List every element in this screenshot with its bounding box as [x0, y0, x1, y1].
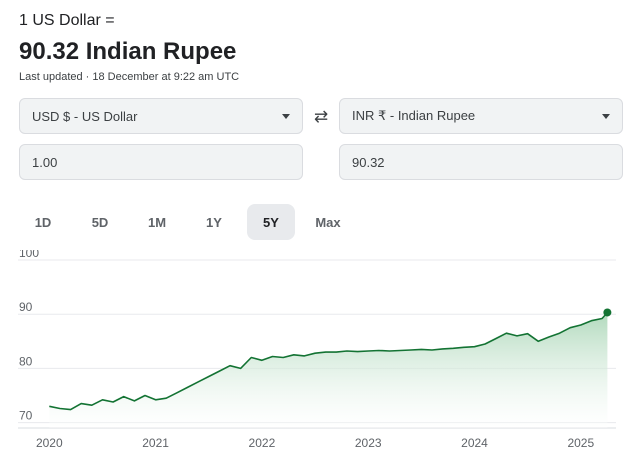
conversion-result: 90.32 Indian Rupee	[19, 38, 237, 65]
dropdown-arrow-icon	[602, 114, 610, 119]
swap-arrows-icon[interactable]: ⇄	[313, 107, 329, 126]
conversion-prefix: 1 US Dollar =	[19, 12, 115, 29]
y-tick-label: 90	[19, 300, 33, 314]
range-tab-1y[interactable]: 1Y	[206, 214, 222, 230]
x-tick-label: 2021	[142, 436, 169, 450]
to-amount-input[interactable]: 90.32	[339, 144, 623, 180]
to-amount-value: 90.32	[352, 154, 385, 170]
from-currency-select[interactable]: USD $ - US Dollar	[19, 98, 303, 134]
y-tick-label: 70	[19, 409, 33, 423]
time-range-tabs: 1D 5D 1M 1Y 5Y Max	[19, 204, 352, 240]
rate-series-line	[49, 311, 608, 411]
x-tick-label: 2022	[249, 436, 276, 450]
range-tab-5y[interactable]: 5Y	[247, 204, 295, 240]
to-currency-select[interactable]: INR ₹ - Indian Rupee	[339, 98, 623, 134]
range-tab-5d[interactable]: 5D	[91, 214, 109, 230]
range-tab-1d[interactable]: 1D	[34, 214, 52, 230]
x-tick-label: 2024	[461, 436, 488, 450]
y-tick-label: 100	[19, 250, 39, 260]
latest-rate-point	[603, 308, 612, 317]
to-currency-label: INR ₹ - Indian Rupee	[352, 108, 476, 123]
from-amount-value: 1.00	[32, 154, 58, 170]
from-amount-input[interactable]: 1.00	[19, 144, 303, 180]
x-tick-label: 2025	[567, 436, 594, 450]
x-tick-label: 2023	[355, 436, 382, 450]
from-currency-label: USD $ - US Dollar	[32, 108, 138, 124]
range-tab-1m[interactable]: 1M	[147, 214, 167, 230]
x-tick-label: 2020	[36, 436, 63, 450]
y-tick-label: 80	[19, 354, 33, 368]
dropdown-arrow-icon	[282, 114, 290, 119]
range-tab-max[interactable]: Max	[315, 214, 341, 230]
last-updated: Last updated · 18 December at 9:22 am UT…	[19, 71, 240, 83]
rate-area-fill	[49, 312, 608, 428]
